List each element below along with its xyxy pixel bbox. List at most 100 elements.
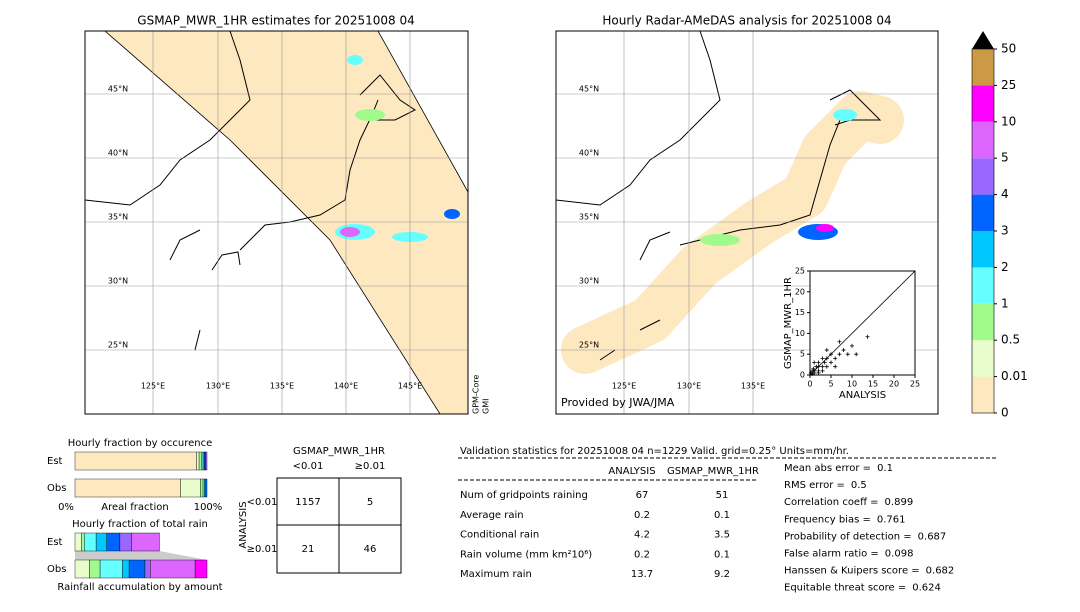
point [820,356,825,361]
y-tick-label: 0 [800,371,805,380]
panel-title: Hourly fraction by occurence [68,438,212,449]
coverage [561,91,904,374]
colorbar-bin [972,158,994,195]
satellite-label: GMI [482,399,491,414]
colorbar-extend [972,31,994,49]
lat-label: 30°N [108,277,128,286]
score-label: Equitable threat score = [784,583,906,594]
point [811,366,816,371]
bar-segment [84,532,97,552]
lon-label: 140°E [334,382,358,391]
bar-segment [89,559,101,579]
y-tick-label: 20 [795,287,805,296]
bar-segment [128,559,146,579]
row-label: ≥0.01 [247,544,278,555]
map-frame [84,30,469,415]
bar-segment [119,532,132,552]
bar-segment [180,478,201,498]
score-label: Correlation coeff = [784,497,879,508]
point [850,343,854,348]
axis-label: 0% [58,502,74,513]
map-title: GSMAP_MWR_1HR estimates for 20251008 04 [137,14,414,28]
score-label: Hanssen & Kuipers score = [784,566,920,577]
point [854,352,859,357]
colorbar-bin [972,376,994,413]
colorbar-bin [972,231,994,268]
point [812,360,817,365]
colorbar-label: 0 [1001,406,1009,420]
bar-segment [106,532,121,552]
score-value: 0.682 [926,566,955,577]
row-label: Est [47,456,63,467]
coastline [194,74,416,351]
x-tick-label: 25 [910,380,920,389]
lat-label: 40°N [579,149,599,158]
row-label: Est [47,537,63,548]
colorbar-label: 0.5 [1001,333,1020,347]
colorbar-bin [972,267,994,304]
colorbar-label: 3 [1001,224,1009,238]
colorbar-bin [972,340,994,377]
point [816,360,821,365]
row-label: Obs [47,483,66,494]
y-tick-label: 25 [795,267,805,276]
point [824,364,829,369]
column-label: ANALYSIS [608,466,655,477]
satellite-label: GPM-Core [472,375,481,414]
score-label: Mean abs error = [784,463,871,474]
bar-segment [99,559,123,579]
score-value: 0.899 [885,497,914,508]
x-tick-label: 10 [847,380,857,389]
colorbar-label: 4 [1001,187,1009,201]
x-tick-label: 5 [828,380,833,389]
rain-area [355,109,385,121]
y-tick-label: 10 [795,329,805,338]
bar-segment [205,478,208,498]
bar-segment [74,559,90,579]
point [865,334,870,339]
stat-label: Average rain [460,510,524,521]
bar-segment [196,451,200,471]
colorbar-label: 1 [1001,296,1009,310]
colorbar-label: 50 [1001,42,1016,56]
score-label: RMS error = [784,480,845,491]
colorbar-label: 25 [1001,78,1016,92]
point [820,364,825,369]
column-label: <0.01 [293,461,324,472]
stat-label: Conditional rain [460,530,539,541]
bar-segment [198,451,202,471]
coastline [555,30,721,261]
bar-segment [74,478,181,498]
axis-label: Areal fraction [101,502,168,513]
row-label: Obs [47,564,66,575]
map-frame [555,30,939,415]
stat-value: 0.2 [634,510,650,521]
panel-footer: Rainfall accumulation by amount [57,582,222,593]
colorbar-bin [972,85,994,122]
stats-title: Validation statistics for 20251008 04 n=… [460,446,849,457]
point [824,356,829,361]
colorbar-bin [972,49,994,86]
x-axis-label: ANALYSIS [839,390,886,401]
bar-segment [144,559,151,579]
x-tick-label: 0 [807,380,812,389]
table-cell: 5 [367,497,373,508]
stat-value: 51 [716,490,729,501]
score-value: 0.1 [877,463,893,474]
lat-label: 45°N [108,85,128,94]
table-cell: 46 [364,544,377,555]
point [845,352,850,357]
point [837,352,842,357]
bar-segment [194,559,208,579]
bar-segment [205,451,208,471]
score-value: 0.687 [918,531,947,542]
point [824,348,829,353]
bar-segment [81,532,85,552]
lon-label: 125°E [612,382,636,391]
score-value: 0.098 [885,549,914,560]
point [837,339,842,344]
coastline [84,30,251,261]
point [833,356,838,361]
lat-label: 35°N [108,213,128,222]
